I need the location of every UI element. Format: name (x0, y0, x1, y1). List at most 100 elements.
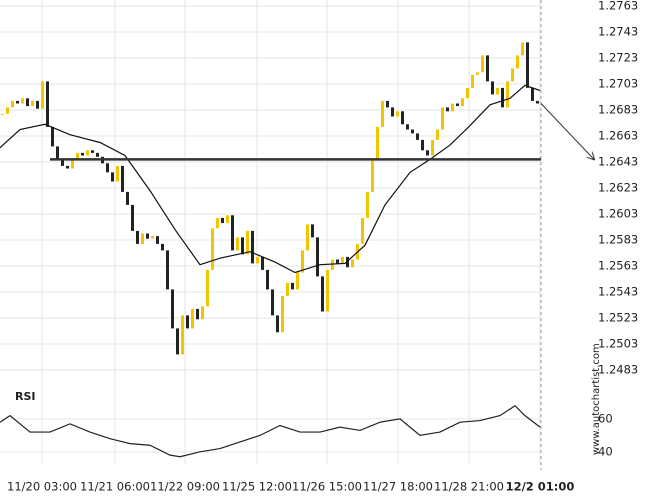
candle (111, 172, 114, 182)
x-tick-label: 11/28 21:00 (434, 480, 504, 494)
grid (0, 0, 541, 465)
candle (116, 165, 119, 182)
y-tick-label: 1.2483 (598, 363, 638, 377)
candle (536, 100, 539, 104)
candle (86, 150, 89, 156)
x-tick-label: 12/2 01:00 (506, 480, 575, 494)
candle (171, 289, 174, 329)
projection-arrow (540, 103, 594, 160)
candle (446, 107, 449, 112)
candle (421, 139, 424, 151)
candle (276, 315, 279, 333)
y-tick-label: 1.2503 (598, 337, 638, 351)
candle (136, 230, 139, 244)
candle (81, 152, 84, 156)
rsi-label: RSI (15, 390, 36, 403)
candle (66, 165, 69, 169)
candle (266, 269, 269, 290)
candle (431, 139, 434, 156)
y-tick-label: 1.2723 (598, 51, 638, 65)
candle (216, 217, 219, 229)
watermark: www.autochartist.com (591, 343, 602, 455)
candle (151, 236, 154, 239)
candle (196, 308, 199, 320)
candle (211, 228, 214, 270)
candle (36, 100, 39, 109)
x-tick-label: 11/27 18:00 (363, 480, 433, 494)
candle (146, 233, 149, 239)
candle (246, 230, 249, 255)
candle (521, 42, 524, 56)
candle (366, 191, 369, 218)
y-tick-label: 1.2583 (598, 233, 638, 247)
candle (441, 107, 444, 130)
candle (381, 100, 384, 127)
candle (401, 111, 404, 125)
y-tick-label: 1.2603 (598, 207, 638, 221)
candle (531, 87, 534, 101)
x-tick-label: 11/21 06:00 (80, 480, 150, 494)
candle (231, 215, 234, 251)
candle (341, 256, 344, 264)
candle (76, 152, 79, 160)
candle (176, 328, 179, 355)
y-tick-label: 1.2563 (598, 259, 638, 273)
rsi-tick-label: 40 (598, 444, 613, 458)
candle (161, 243, 164, 251)
candle (6, 107, 9, 114)
candle (316, 237, 319, 277)
candle (361, 217, 364, 244)
candle (21, 98, 24, 104)
candle (126, 191, 129, 205)
x-tick-label: 11/26 15:00 (292, 480, 362, 494)
y-tick-label: 1.2623 (598, 181, 638, 195)
candle (406, 124, 409, 130)
y-tick-label: 1.2523 (598, 311, 638, 325)
candle (251, 230, 254, 264)
candle (451, 103, 454, 112)
candle (471, 74, 474, 88)
candle (221, 217, 224, 224)
candle (486, 55, 489, 82)
candle (56, 146, 59, 160)
candle (131, 204, 134, 231)
candle (331, 259, 334, 270)
candle (31, 100, 34, 107)
candle (311, 224, 314, 238)
candle (371, 159, 374, 192)
rsi-tick-label: 60 (598, 411, 613, 425)
candle (336, 259, 339, 264)
candle (476, 72, 479, 75)
candle (96, 152, 99, 157)
candle (206, 269, 209, 307)
candle (186, 315, 189, 329)
x-tick-label: 11/25 12:00 (222, 480, 292, 494)
candle (181, 315, 184, 355)
candle (301, 250, 304, 273)
candle (0, 113, 4, 115)
y-tick-label: 1.2763 (598, 0, 638, 13)
candle (411, 129, 414, 134)
candle (121, 165, 124, 192)
candle (501, 87, 504, 108)
candle (516, 55, 519, 69)
candle (41, 81, 44, 109)
candle (236, 237, 239, 251)
candle (106, 163, 109, 173)
x-tick-label: 11/20 03:00 (7, 480, 77, 494)
candle (51, 126, 54, 147)
candle (321, 276, 324, 312)
candle (156, 236, 159, 244)
candle (436, 129, 439, 140)
candle (461, 98, 464, 107)
candle (11, 100, 14, 108)
candle (256, 256, 259, 264)
candle (386, 100, 389, 108)
y-tick-label: 1.2703 (598, 77, 638, 91)
candle (306, 224, 309, 251)
candle (201, 306, 204, 320)
candle (506, 81, 509, 108)
candle (191, 308, 194, 329)
candle (166, 250, 169, 290)
